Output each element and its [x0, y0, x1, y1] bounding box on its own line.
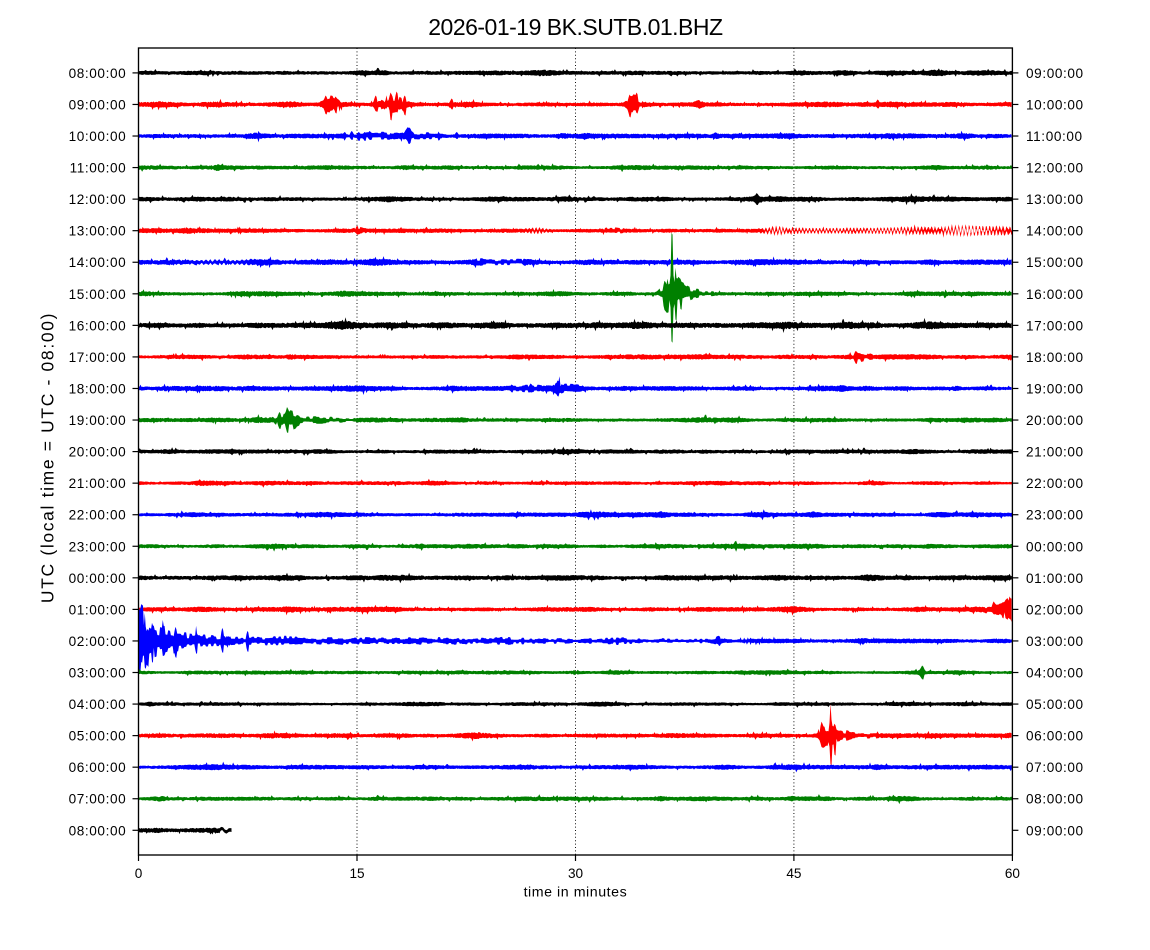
- svg-text:19:00:00: 19:00:00: [1026, 382, 1084, 397]
- svg-text:19:00:00: 19:00:00: [69, 413, 127, 428]
- svg-text:10:00:00: 10:00:00: [69, 129, 127, 144]
- svg-text:12:00:00: 12:00:00: [69, 192, 127, 207]
- svg-text:30: 30: [568, 866, 584, 881]
- svg-text:00:00:00: 00:00:00: [69, 571, 127, 586]
- svg-text:08:00:00: 08:00:00: [69, 66, 127, 81]
- svg-text:09:00:00: 09:00:00: [1026, 823, 1084, 838]
- svg-text:14:00:00: 14:00:00: [1026, 224, 1084, 239]
- svg-text:06:00:00: 06:00:00: [1026, 729, 1084, 744]
- svg-text:03:00:00: 03:00:00: [1026, 634, 1084, 649]
- svg-text:14:00:00: 14:00:00: [69, 255, 127, 270]
- svg-text:06:00:00: 06:00:00: [69, 760, 127, 775]
- svg-text:21:00:00: 21:00:00: [69, 476, 127, 491]
- svg-text:0: 0: [135, 866, 143, 881]
- svg-text:15:00:00: 15:00:00: [69, 287, 127, 302]
- svg-text:UTC (local time = UTC - 08:00): UTC (local time = UTC - 08:00): [38, 312, 58, 603]
- svg-text:13:00:00: 13:00:00: [1026, 192, 1084, 207]
- svg-text:04:00:00: 04:00:00: [1026, 666, 1084, 681]
- svg-text:02:00:00: 02:00:00: [1026, 602, 1084, 617]
- svg-text:17:00:00: 17:00:00: [1026, 318, 1084, 333]
- svg-text:01:00:00: 01:00:00: [69, 602, 127, 617]
- svg-text:15:00:00: 15:00:00: [1026, 255, 1084, 270]
- svg-text:12:00:00: 12:00:00: [1026, 161, 1084, 176]
- svg-text:05:00:00: 05:00:00: [1026, 697, 1084, 712]
- svg-text:09:00:00: 09:00:00: [1026, 66, 1084, 81]
- svg-text:21:00:00: 21:00:00: [1026, 445, 1084, 460]
- svg-text:22:00:00: 22:00:00: [1026, 476, 1084, 491]
- svg-text:05:00:00: 05:00:00: [69, 729, 127, 744]
- svg-text:11:00:00: 11:00:00: [1026, 129, 1083, 144]
- svg-text:18:00:00: 18:00:00: [1026, 350, 1084, 365]
- svg-text:07:00:00: 07:00:00: [1026, 760, 1084, 775]
- svg-text:08:00:00: 08:00:00: [69, 823, 127, 838]
- svg-text:08:00:00: 08:00:00: [1026, 792, 1084, 807]
- svg-text:23:00:00: 23:00:00: [1026, 508, 1084, 523]
- svg-text:01:00:00: 01:00:00: [1026, 571, 1084, 586]
- svg-text:15: 15: [349, 866, 364, 881]
- svg-text:10:00:00: 10:00:00: [1026, 98, 1084, 113]
- svg-text:2026-01-19 BK.SUTB.01.BHZ: 2026-01-19 BK.SUTB.01.BHZ: [428, 14, 723, 40]
- svg-text:00:00:00: 00:00:00: [1026, 539, 1084, 554]
- svg-text:22:00:00: 22:00:00: [69, 508, 127, 523]
- svg-text:time in minutes: time in minutes: [524, 884, 628, 900]
- svg-text:60: 60: [1005, 866, 1021, 881]
- svg-text:13:00:00: 13:00:00: [69, 224, 127, 239]
- svg-text:09:00:00: 09:00:00: [69, 98, 127, 113]
- svg-text:04:00:00: 04:00:00: [69, 697, 127, 712]
- svg-text:02:00:00: 02:00:00: [69, 634, 127, 649]
- svg-text:03:00:00: 03:00:00: [69, 666, 127, 681]
- svg-text:20:00:00: 20:00:00: [69, 445, 127, 460]
- svg-text:45: 45: [786, 866, 801, 881]
- svg-text:17:00:00: 17:00:00: [69, 350, 127, 365]
- svg-text:18:00:00: 18:00:00: [69, 382, 127, 397]
- svg-text:07:00:00: 07:00:00: [69, 792, 127, 807]
- svg-text:16:00:00: 16:00:00: [1026, 287, 1084, 302]
- svg-text:11:00:00: 11:00:00: [70, 161, 127, 176]
- svg-text:20:00:00: 20:00:00: [1026, 413, 1084, 428]
- svg-text:23:00:00: 23:00:00: [69, 539, 127, 554]
- svg-text:16:00:00: 16:00:00: [69, 318, 127, 333]
